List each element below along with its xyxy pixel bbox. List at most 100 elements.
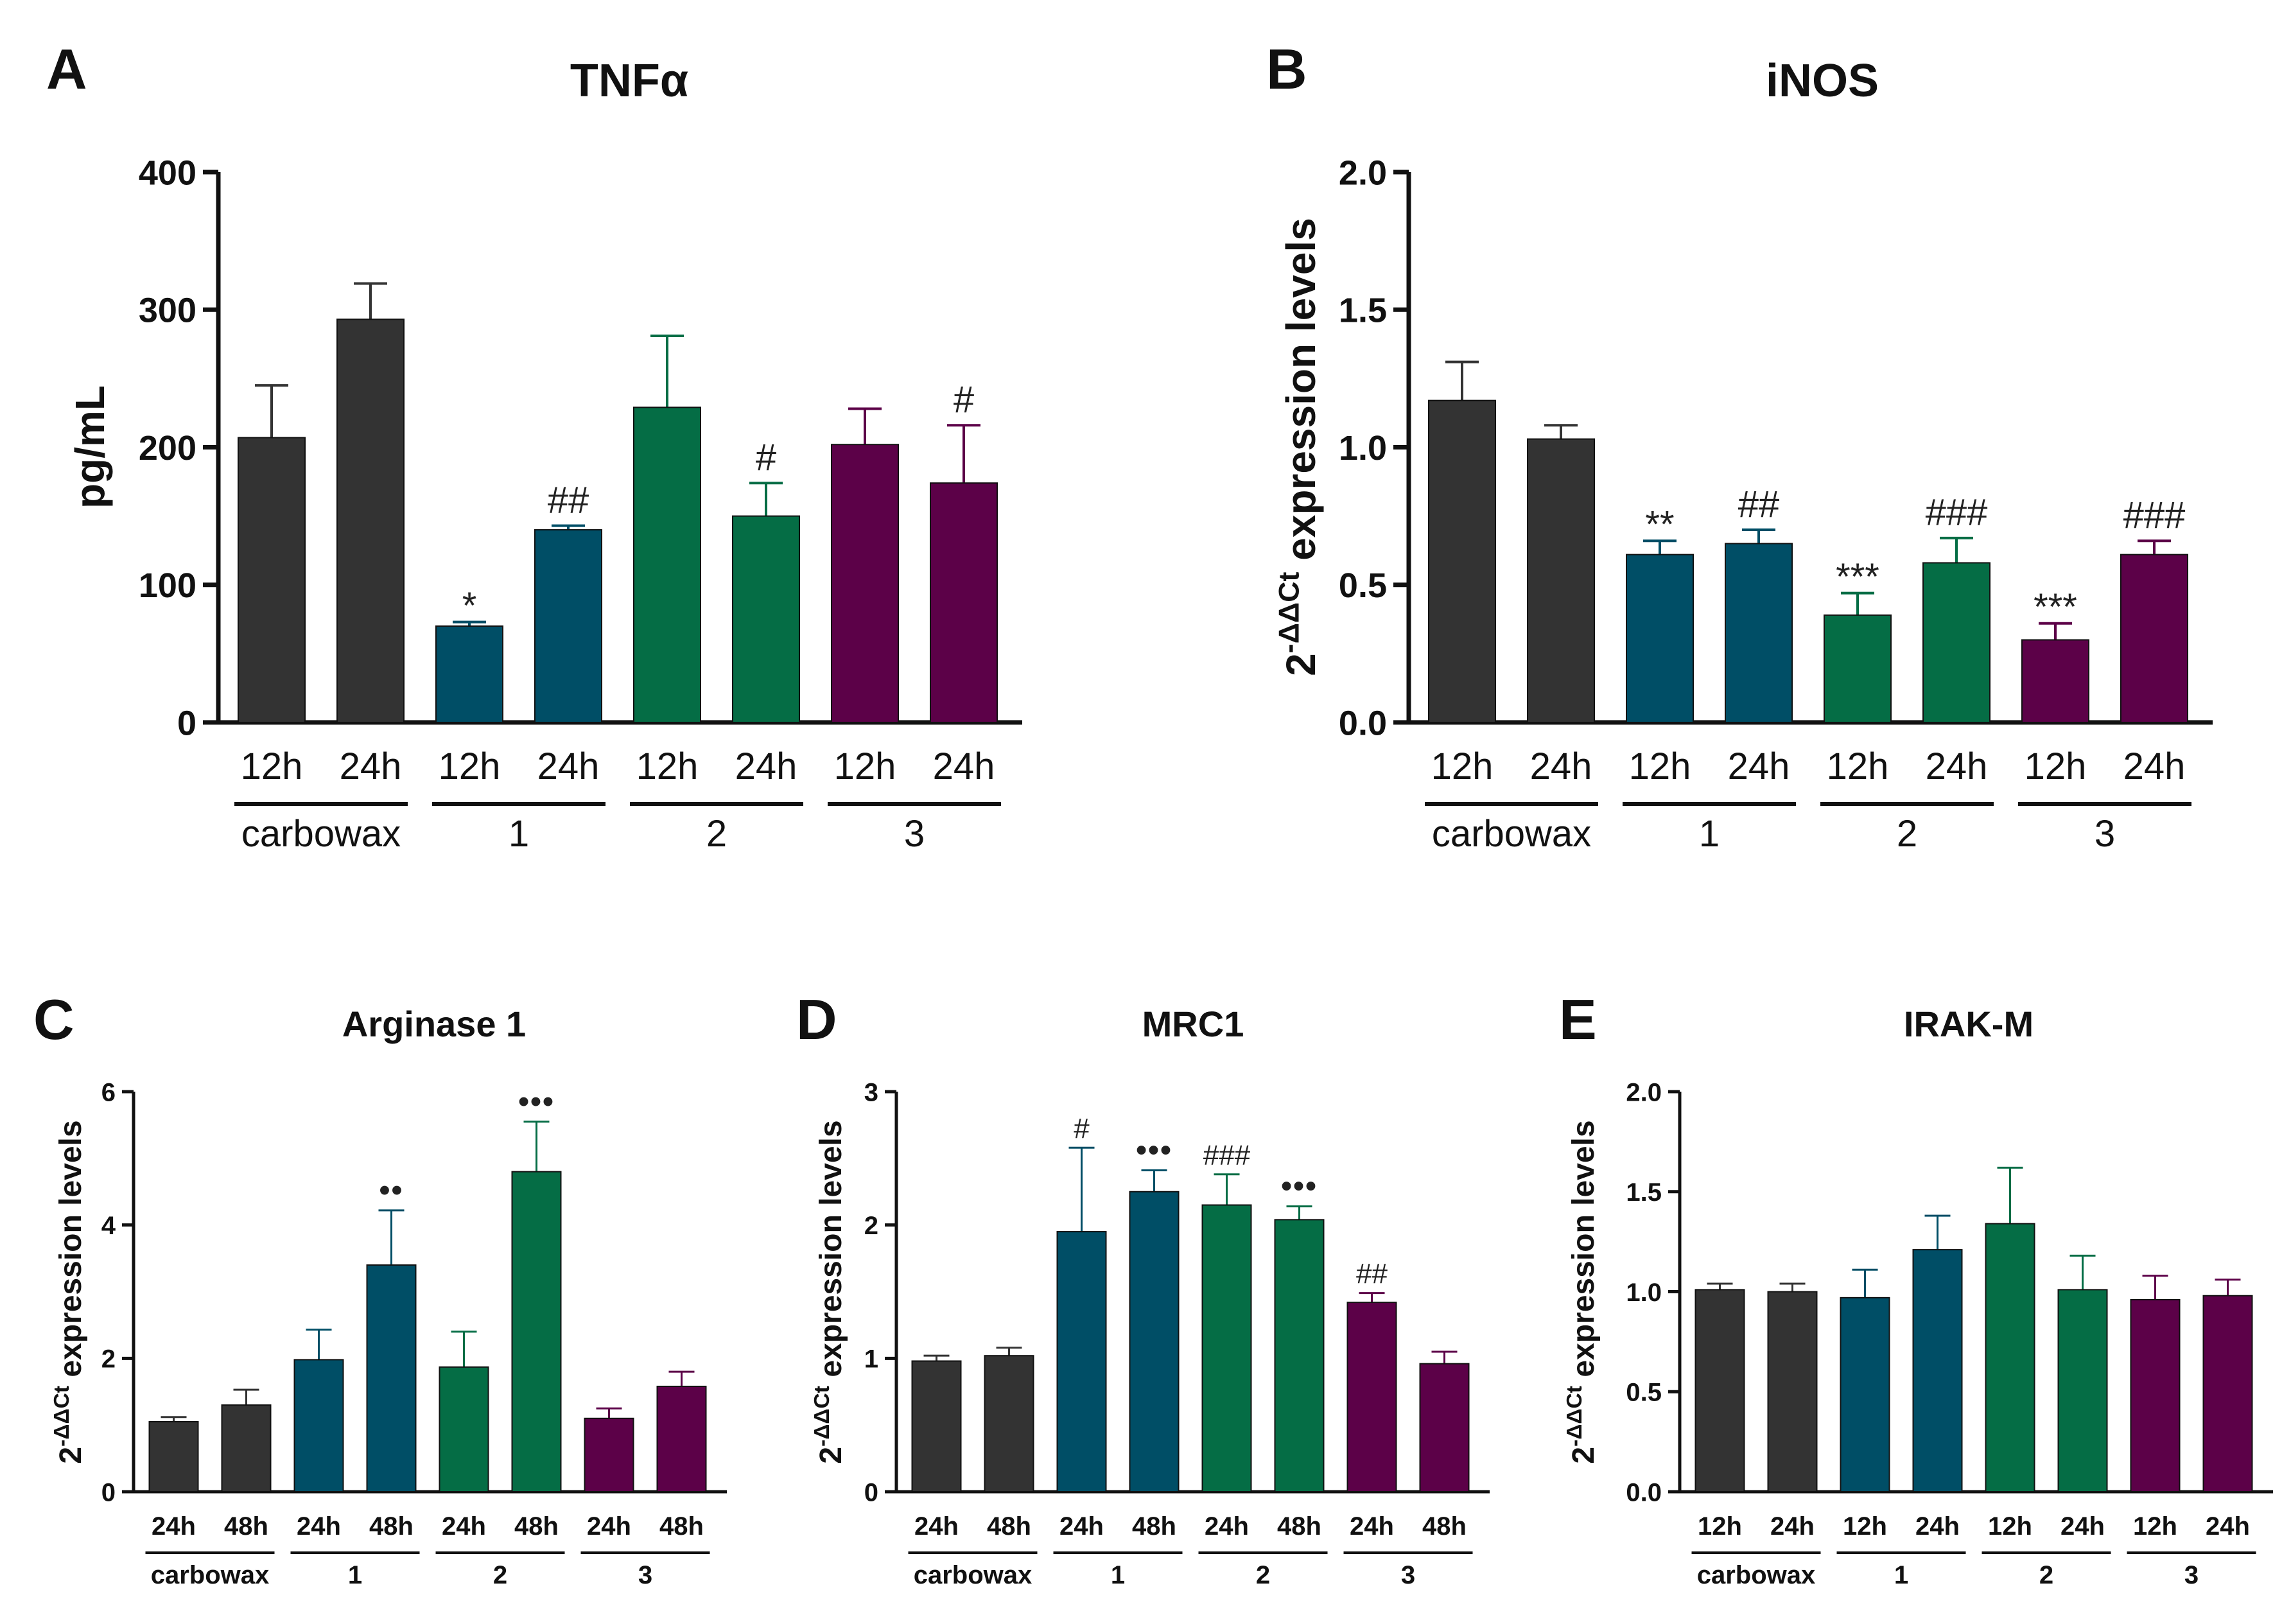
group-label: 2: [1897, 813, 1917, 855]
bar: [1922, 562, 1990, 723]
y-axis-label-superscript: -ΔΔCt: [50, 1386, 74, 1447]
group-label: 1: [1699, 813, 1720, 855]
y-tick-label: 1: [864, 1345, 878, 1374]
y-axis-label-base: 2: [1567, 1447, 1601, 1464]
x-tick-label: 24h: [340, 746, 402, 787]
bar: [633, 406, 701, 723]
group-label: 2: [1256, 1561, 1270, 1589]
y-axis-label-text: expression levels: [1278, 218, 1324, 572]
group-label: 1: [509, 813, 529, 855]
bar: [1346, 1302, 1397, 1492]
significance-label: #: [954, 379, 974, 421]
significance-label: ##: [1356, 1258, 1388, 1289]
significance-label: ###: [1203, 1139, 1251, 1171]
x-tick-label: 48h: [514, 1512, 559, 1541]
significance-label: **: [1645, 503, 1674, 545]
x-tick-label: 48h: [1132, 1512, 1176, 1541]
bar: [1694, 1289, 1745, 1492]
y-axis-label-base: 2: [1278, 653, 1324, 676]
bar: [2130, 1298, 2181, 1492]
panel-c-letter: C: [33, 988, 74, 1051]
significance-label: ***: [2034, 586, 2077, 628]
significance-label: ••: [379, 1173, 404, 1207]
panel-b-plot: 0.00.51.01.52.02-ΔΔCt expression levels1…: [1273, 153, 2213, 855]
bar: [435, 625, 503, 724]
significance-label: •••: [1136, 1133, 1172, 1167]
y-axis-label: pg/mL: [67, 385, 113, 509]
y-tick-label: 2.0: [1339, 153, 1387, 192]
x-tick-label: 24h: [2123, 746, 2186, 787]
y-tick-label: 200: [139, 429, 196, 467]
group-label: carbowax: [151, 1561, 270, 1589]
panel-e: E IRAK-M 0.00.51.01.52.02-ΔΔCt expressio…: [1559, 988, 2273, 1589]
bar: [984, 1355, 1034, 1492]
y-tick-label: 6: [101, 1078, 116, 1106]
panel-d-title: MRC1: [1142, 1004, 1244, 1044]
significance-label: #: [1074, 1113, 1090, 1144]
group-label: 2: [2039, 1561, 2053, 1589]
bar: [1129, 1191, 1180, 1492]
bar: [439, 1366, 489, 1493]
y-axis-label-superscript: -ΔΔCt: [1273, 572, 1305, 654]
bar: [1626, 554, 1694, 723]
y-axis-label-base: 2: [814, 1447, 848, 1464]
bar: [2120, 554, 2188, 723]
x-tick-label: 24h: [297, 1512, 341, 1541]
panel-b-title: iNOS: [1766, 55, 1879, 107]
y-tick-label: 0.5: [1626, 1379, 1662, 1407]
x-tick-label: 48h: [1422, 1512, 1467, 1541]
group-label: 3: [2184, 1561, 2199, 1589]
y-tick-label: 2: [864, 1212, 878, 1240]
x-tick-label: 12h: [241, 746, 303, 787]
panel-e-letter: E: [1559, 988, 1597, 1051]
x-tick-label: 12h: [1629, 746, 1691, 787]
y-tick-label: 1.5: [1626, 1178, 1662, 1207]
significance-label: #: [756, 437, 776, 478]
bar: [1274, 1219, 1325, 1492]
significance-label: •••: [1281, 1169, 1318, 1203]
bar: [1419, 1363, 1470, 1492]
group-label: 1: [1894, 1561, 1908, 1589]
y-tick-label: 4: [101, 1212, 116, 1240]
significance-label: ##: [548, 479, 589, 521]
x-tick-label: 12h: [834, 746, 896, 787]
y-tick-label: 400: [139, 153, 196, 192]
x-tick-label: 12h: [1843, 1512, 1887, 1541]
panel-a-title: TNFα: [570, 55, 688, 107]
x-tick-label: 48h: [1277, 1512, 1321, 1541]
y-tick-label: 0: [864, 1478, 878, 1506]
y-axis-label: 2-ΔΔCt expression levels: [50, 1120, 88, 1463]
panel-a-plot: 0 100 200 300 400 pg/mL 12h 24h * 12h ## 24h 12h #24h…: [67, 153, 1022, 855]
bar: [2057, 1289, 2108, 1492]
y-tick-label: 2: [101, 1345, 116, 1374]
group-label: carbowax: [914, 1561, 1032, 1589]
x-tick-label: 12h: [2133, 1512, 2177, 1541]
y-axis-label: 2-ΔΔCt expression levels: [1563, 1120, 1601, 1463]
bar: [511, 1171, 562, 1492]
group-label: 2: [706, 813, 727, 855]
y-axis-label-text: expression levels: [1567, 1120, 1601, 1386]
bar: [656, 1385, 707, 1493]
y-tick-label: 0.5: [1339, 566, 1387, 605]
panel-e-plot: 0.00.51.01.52.02-ΔΔCt expression levels1…: [1563, 1078, 2273, 1589]
bar: [293, 1359, 344, 1492]
bar: [584, 1417, 634, 1493]
x-tick-label: 24h: [1205, 1512, 1249, 1541]
bar: [1824, 614, 1892, 724]
bar: [534, 529, 602, 723]
x-tick-label: 24h: [587, 1512, 631, 1541]
bar: [911, 1360, 962, 1492]
bar: [1201, 1204, 1252, 1493]
x-tick-label: 24h: [933, 746, 995, 787]
x-tick-label: 48h: [369, 1512, 414, 1541]
bar: [1725, 543, 1793, 723]
bar: [221, 1404, 272, 1492]
group-label: 3: [638, 1561, 652, 1589]
x-tick-label: 24h: [735, 746, 797, 787]
bar: [1985, 1223, 2035, 1492]
x-tick-label: 12h: [439, 746, 501, 787]
significance-label: ###: [2123, 494, 2186, 536]
